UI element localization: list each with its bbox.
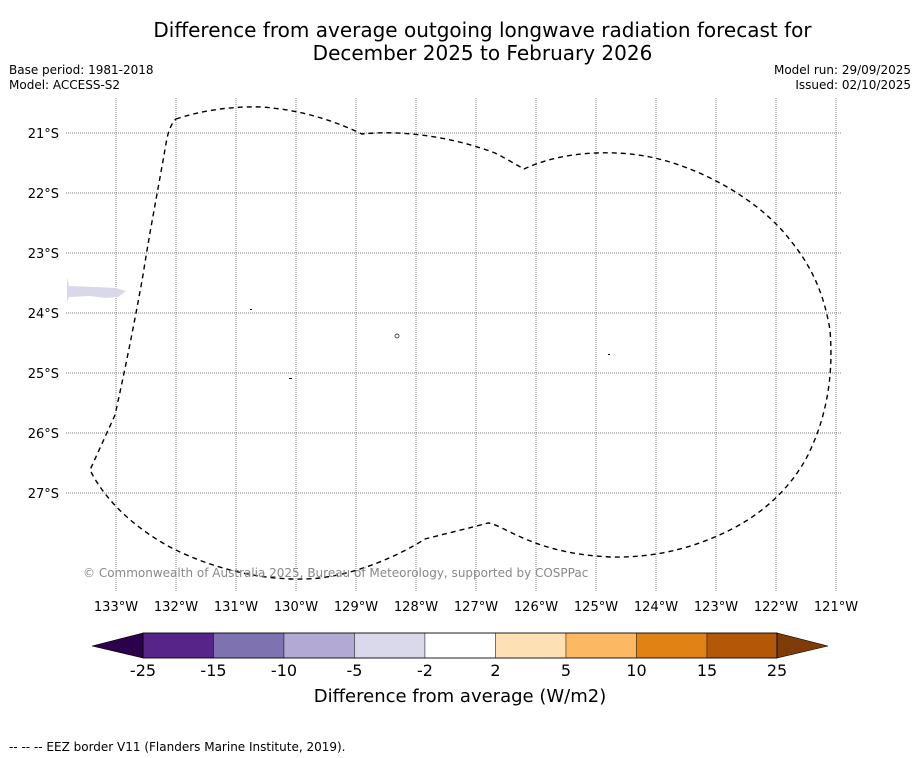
colorbar-segment <box>565 632 637 659</box>
island-marker <box>394 333 400 339</box>
island-markers <box>250 309 610 379</box>
colorbar <box>91 632 829 659</box>
anomaly-patch <box>67 277 126 302</box>
colorbar-tick: -2 <box>417 661 433 680</box>
colorbar-segment <box>283 632 355 659</box>
lon-label: 123°W <box>694 600 738 615</box>
colorbar-over-arrow <box>776 632 829 659</box>
colorbar-segment <box>142 632 214 659</box>
lon-label: 124°W <box>634 600 678 615</box>
meta-right: Model run: 29/09/2025 Issued: 02/10/2025 <box>774 63 911 93</box>
copyright-text: © Commonwealth of Australia 2025, Bureau… <box>83 566 588 580</box>
colorbar-tick: 25 <box>766 661 788 680</box>
lat-label: 27°S <box>28 487 59 502</box>
colorbar-tick: 2 <box>490 661 501 680</box>
island-marker <box>289 378 292 379</box>
colorbar-outline <box>142 632 778 659</box>
island-marker <box>608 354 610 355</box>
colorbar-segment <box>706 632 778 659</box>
colorbar-tick: 5 <box>560 661 572 680</box>
lon-label: 125°W <box>574 600 618 615</box>
longitude-labels: 133°W 132°W 131°W 130°W 129°W 128°W 127°… <box>94 600 858 615</box>
lon-label: 133°W <box>94 600 138 615</box>
model-run: Model run: 29/09/2025 <box>773 63 911 77</box>
lon-label: 128°W <box>394 600 438 615</box>
issued-date: Issued: 02/10/2025 <box>795 78 911 92</box>
colorbar-tick: -15 <box>200 661 227 680</box>
colorbar-segment <box>424 632 496 659</box>
colorbar-segment <box>213 632 285 659</box>
lat-label: 24°S <box>28 307 59 322</box>
colorbar-under-arrow <box>91 632 144 659</box>
lat-label: 21°S <box>28 127 59 142</box>
colorbar-tick: 10 <box>626 661 647 680</box>
colorbar-segment <box>636 632 708 659</box>
lon-label: 122°W <box>754 600 798 615</box>
lon-label: 131°W <box>214 600 258 615</box>
colorbar-tick: 15 <box>696 661 718 680</box>
meta-left: Base period: 1981-2018 Model: ACCESS-S2 <box>9 63 154 93</box>
lat-label: 25°S <box>28 367 59 382</box>
model-name: Model: ACCESS-S2 <box>9 78 121 92</box>
footnote: -- -- -- EEZ border V11 (Flanders Marine… <box>9 740 346 754</box>
title-line-2: December 2025 to February 2026 <box>312 41 653 65</box>
base-period: Base period: 1981-2018 <box>9 63 154 77</box>
colorbar-segment <box>354 632 426 659</box>
island-marker <box>250 309 252 310</box>
lon-label: 127°W <box>454 600 498 615</box>
colorbar-tick: -25 <box>129 661 157 680</box>
colorbar-segment <box>495 632 567 659</box>
gridlines <box>66 98 842 592</box>
chart-title: Difference from average outgoing longwav… <box>40 19 919 65</box>
title-line-1: Difference from average outgoing longwav… <box>153 18 812 42</box>
latitude-labels: 21°S 22°S 23°S 24°S 25°S 26°S 27°S <box>28 127 59 502</box>
lon-label: 129°W <box>334 600 378 615</box>
colorbar-label: Difference from average (W/m2) <box>313 686 607 707</box>
lat-label: 22°S <box>28 187 59 202</box>
colorbar-tick: -10 <box>270 661 298 680</box>
colorbar-tick: -5 <box>346 661 363 680</box>
lat-label: 23°S <box>28 247 59 262</box>
lat-label: 26°S <box>28 427 59 442</box>
lon-label: 132°W <box>154 600 198 615</box>
lon-label: 121°W <box>814 600 858 615</box>
eez-border <box>89 106 832 580</box>
lon-label: 130°W <box>274 600 318 615</box>
lon-label: 126°W <box>514 600 558 615</box>
